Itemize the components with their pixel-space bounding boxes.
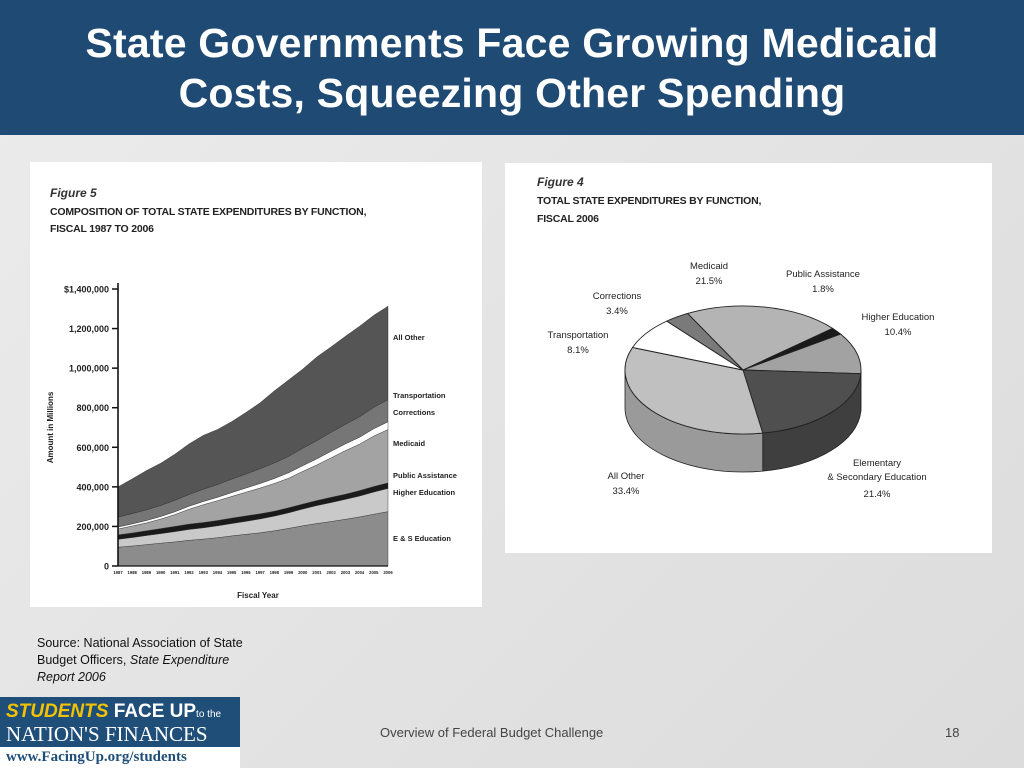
pie-label-corrections: Corrections (593, 291, 642, 302)
series-label-higher-education: Higher Education (393, 488, 456, 497)
x-tick-label-3: 1990 (156, 570, 166, 575)
pie-label-transportation: Transportation (548, 330, 609, 341)
pie-label-all-other: All Other (608, 471, 645, 482)
figure-5-title-line-2: FISCAL 1987 TO 2006 (50, 223, 154, 235)
logo-url-link[interactable]: www.FacingUp.org/students (6, 749, 187, 765)
slide-header: State Governments Face Growing Medicaid … (0, 0, 1024, 135)
pie-slice-all-other (624, 346, 764, 435)
logo-students: STUDENTS (6, 701, 109, 722)
area-series-all-other (117, 305, 389, 518)
y-tick-label-7: $1,400,000 (64, 285, 109, 295)
y-tick-label-5: 1,000,000 (69, 364, 109, 374)
x-tick-label-19: 2006 (383, 570, 393, 575)
pie-value-medicaid: 21.5% (696, 276, 723, 287)
logo-face-up: FACE UP (113, 701, 197, 722)
pie-slice-higher-education (742, 333, 862, 375)
pie-label-elementary-secondary-education-line-1: Elementary (853, 458, 901, 469)
source-report-title: State Expenditure Report 2006 (37, 653, 230, 684)
x-tick-label-14: 2001 (312, 570, 322, 575)
x-tick-label-0: 1987 (113, 570, 123, 575)
x-tick-label-5: 1992 (184, 570, 194, 575)
logo-nations-finances: NATION'S FINANCES (6, 722, 208, 746)
footer-title: Overview of Federal Budget Challenge (380, 725, 604, 740)
x-tick-label-1: 1988 (128, 570, 138, 575)
y-tick-label-4: 800,000 (76, 403, 109, 413)
pie-value-elementary-secondary-education: 21.4% (864, 489, 891, 500)
logo-band (0, 697, 240, 747)
x-tick-label-2: 1989 (142, 570, 152, 575)
x-tick-label-8: 1995 (227, 570, 237, 575)
x-tick-label-17: 2004 (355, 570, 365, 575)
y-axis-title: Amount in Millions (46, 391, 55, 463)
figure-4-title-line-1: TOTAL STATE EXPENDITURES BY FUNCTION, (537, 195, 762, 207)
pie-value-public-assistance: 1.8% (812, 284, 834, 295)
pie-slice-corrections (665, 312, 744, 371)
x-tick-label-9: 1996 (241, 570, 251, 575)
pie-label-medicaid: Medicaid (690, 261, 728, 272)
x-tick-label-10: 1997 (255, 570, 265, 575)
logo-line-1: STUDENTS FACE UPto the (6, 701, 221, 723)
pie-slice-medicaid (686, 305, 834, 371)
pie-chart-panel: Figure 4 TOTAL STATE EXPENDITURES BY FUN… (505, 163, 992, 553)
figure-4-label: Figure 4 (537, 175, 584, 189)
series-label-corrections: Corrections (393, 408, 435, 417)
x-tick-label-6: 1993 (199, 570, 209, 575)
pie-value-transportation: 8.1% (567, 345, 589, 356)
figure-5-title-line-1: COMPOSITION OF TOTAL STATE EXPENDITURES … (50, 206, 367, 218)
pie-chart: Medicaid 21.5% Public Assistance 1.8% Higher… (548, 261, 935, 500)
pie-value-higher-education: 10.4% (885, 327, 912, 338)
x-tick-label-11: 1998 (270, 570, 280, 575)
series-label-transportation: Transportation (393, 391, 446, 400)
x-tick-label-13: 2000 (298, 570, 308, 575)
x-tick-label-16: 2003 (341, 570, 351, 575)
pie-label-higher-education: Higher Education (862, 312, 935, 323)
slide-number: 18 (945, 725, 960, 740)
x-tick-label-12: 1999 (284, 570, 294, 575)
y-tick-label-2: 400,000 (76, 482, 109, 492)
pie-value-corrections: 3.4% (606, 306, 628, 317)
y-tick-label-0: 0 (104, 562, 109, 572)
source-text: Source: National Association of State Bu… (37, 636, 243, 667)
x-tick-label-4: 1991 (170, 570, 180, 575)
series-label-e-s-education: E & S Education (393, 534, 451, 543)
y-tick-label-6: 1,200,000 (69, 324, 109, 334)
x-axis-title: Fiscal Year (237, 591, 279, 600)
x-tick-label-15: 2002 (326, 570, 336, 575)
pie-slice-elementary-secondary-education (742, 369, 862, 434)
area-chart: 0 200,000 400,000 600,000 800,000 1,000,000 1,… (46, 283, 457, 600)
figure-4-title-line-2: FISCAL 2006 (537, 213, 599, 225)
facing-up-logo[interactable]: STUDENTS FACE UPto the NATION'S FINANCES… (0, 697, 240, 768)
area-chart-panel: Figure 5 COMPOSITION OF TOTAL STATE EXPE… (30, 162, 482, 607)
y-tick-label-3: 600,000 (76, 443, 109, 453)
y-tick-label-1: 200,000 (76, 522, 109, 532)
series-label-public-assistance: Public Assistance (393, 471, 457, 480)
slide-title-line-2: Costs, Squeezing Other Spending (178, 69, 846, 116)
series-label-all-other: All Other (393, 333, 425, 342)
slide-title-line-1: State Governments Face Growing Medicaid (85, 19, 939, 66)
pie-label-elementary-secondary-education-line-2: & Secondary Education (827, 472, 926, 483)
x-tick-label-7: 1994 (213, 570, 223, 575)
figure-5-label: Figure 5 (50, 186, 97, 200)
logo-to-the: to the (196, 709, 222, 720)
pie-value-all-other: 33.4% (613, 486, 640, 497)
source-note: Source: National Association of State Bu… (37, 635, 257, 686)
x-tick-label-18: 2005 (369, 570, 379, 575)
series-label-medicaid: Medicaid (393, 439, 426, 448)
pie-label-public-assistance: Public Assistance (786, 269, 860, 280)
